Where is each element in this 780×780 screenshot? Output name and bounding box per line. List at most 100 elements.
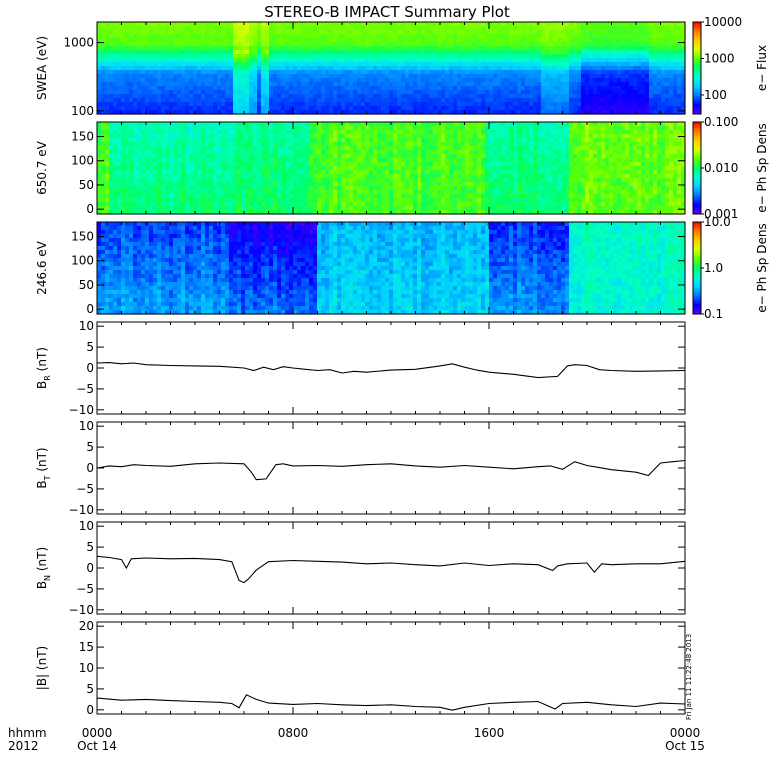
heatmap-cell (225, 142, 230, 147)
heatmap-cell (341, 106, 346, 111)
heatmap-cell (233, 190, 238, 195)
heatmap-cell (613, 78, 618, 83)
heatmap-cell (113, 30, 118, 35)
heatmap-cell (345, 66, 350, 71)
heatmap-cell (321, 110, 326, 115)
heatmap-cell (329, 206, 334, 211)
heatmap-cell (249, 194, 254, 199)
heatmap-cell (541, 110, 546, 115)
heatmap-cell (205, 122, 210, 127)
heatmap-cell (209, 146, 214, 151)
heatmap-cell (573, 110, 578, 115)
heatmap-cell (509, 102, 514, 107)
heatmap-cell (413, 102, 418, 107)
heatmap-cell (381, 94, 386, 99)
heatmap-cell (245, 126, 250, 131)
heatmap-cell (337, 122, 342, 127)
heatmap-cell (557, 34, 562, 39)
heatmap-cell (149, 82, 154, 87)
heatmap-cell (541, 98, 546, 103)
heatmap-cell (193, 126, 198, 131)
heatmap-cell (325, 134, 330, 139)
heatmap-cell (113, 138, 118, 143)
heatmap-cell (345, 150, 350, 155)
heatmap-cell (225, 178, 230, 183)
heatmap-cell (441, 66, 446, 71)
heatmap-cell (673, 34, 678, 39)
heatmap-cell (677, 70, 682, 75)
heatmap-cell (397, 66, 402, 71)
heatmap-cell (373, 46, 378, 51)
heatmap-cell (289, 74, 294, 79)
heatmap-cell (173, 70, 178, 75)
heatmap-cell (537, 74, 542, 79)
heatmap-cell (161, 162, 166, 167)
heatmap-cell (397, 30, 402, 35)
heatmap-cell (417, 46, 422, 51)
heatmap-cell (393, 54, 398, 59)
heatmap-cell (313, 158, 318, 163)
heatmap-cell (293, 122, 298, 127)
heatmap-cell (169, 74, 174, 79)
heatmap-cell (273, 86, 278, 91)
heatmap-cell (349, 26, 354, 31)
heatmap-cell (209, 46, 214, 51)
heatmap-cell (113, 162, 118, 167)
heatmap-cell (241, 170, 246, 175)
heatmap-cell (613, 102, 618, 107)
heatmap-cell (281, 210, 286, 215)
heatmap-cell (321, 202, 326, 207)
heatmap-cell (681, 38, 686, 43)
heatmap-cell (145, 162, 150, 167)
heatmap-cell (269, 26, 274, 31)
heatmap-cell (325, 106, 330, 111)
heatmap-cell (617, 102, 622, 107)
heatmap-cell (237, 154, 242, 159)
heatmap-cell (601, 70, 606, 75)
heatmap-cell (453, 102, 458, 107)
heatmap-cell (341, 194, 346, 199)
heatmap-cell (241, 94, 246, 99)
heatmap-cell (225, 78, 230, 83)
heatmap-cell (337, 206, 342, 211)
heatmap-cell (129, 22, 134, 27)
heatmap-cell (341, 142, 346, 147)
heatmap-cell (545, 62, 550, 67)
heatmap-cell (209, 82, 214, 87)
heatmap-cell (437, 70, 442, 75)
heatmap-cell (277, 202, 282, 207)
heatmap-cell (265, 178, 270, 183)
heatmap-cell (573, 106, 578, 111)
heatmap-cell (129, 110, 134, 115)
heatmap-cell (233, 178, 238, 183)
heatmap-cell (441, 46, 446, 51)
heatmap-cell (653, 106, 658, 111)
heatmap-cell (97, 170, 102, 175)
heatmap-cell (553, 110, 558, 115)
heatmap-cell (193, 70, 198, 75)
heatmap-cell (145, 210, 150, 215)
heatmap-cell (621, 26, 626, 31)
heatmap-cell (169, 142, 174, 147)
heatmap-cell (297, 150, 302, 155)
heatmap-cell (637, 86, 642, 91)
heatmap-cell (237, 190, 242, 195)
heatmap-cell (629, 46, 634, 51)
heatmap-cell (513, 98, 518, 103)
heatmap-cell (205, 162, 210, 167)
heatmap-cell (337, 46, 342, 51)
heatmap-cell (145, 86, 150, 91)
heatmap-cell (357, 34, 362, 39)
heatmap-cell (133, 58, 138, 63)
heatmap-cell (385, 74, 390, 79)
heatmap-cell (585, 38, 590, 43)
heatmap-cell (269, 134, 274, 139)
heatmap-cell (277, 182, 282, 187)
heatmap-cell (337, 138, 342, 143)
heatmap-cell (401, 102, 406, 107)
heatmap-cell (385, 30, 390, 35)
heatmap-cell (353, 194, 358, 199)
heatmap-cell (325, 142, 330, 147)
heatmap-cell (641, 106, 646, 111)
heatmap-cell (133, 46, 138, 51)
